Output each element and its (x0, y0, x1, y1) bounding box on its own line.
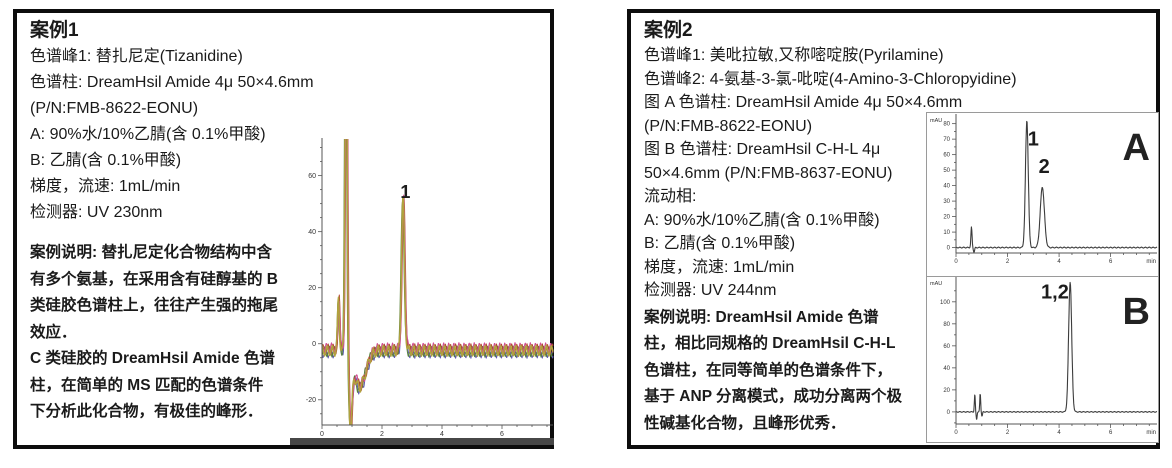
svg-text:mAU: mAU (930, 118, 942, 124)
svg-text:min: min (1146, 259, 1156, 265)
case2-condition-mobile-a: A: 90%水/10%乙腈(含 0.1%甲酸) (644, 211, 880, 229)
case1-condition-mobile-a: A: 90%水/10%乙腈(含 0.1%甲酸) (30, 126, 266, 143)
case2-condition-mobile-b: B: 乙腈(含 0.1%甲酸) (644, 235, 796, 252)
svg-text:1: 1 (1028, 128, 1039, 150)
case2-chromatogram-panels: 0 10 20 30 40 50 60 70 80 0 2 4 6 min mAU 1 2 A 0 20 40 60 80… (926, 112, 1159, 443)
svg-text:2: 2 (1039, 156, 1050, 178)
svg-text:80: 80 (943, 122, 950, 128)
case1-condition-gradient: 梯度，流速: 1mL/min (30, 178, 181, 195)
svg-text:40: 40 (308, 229, 316, 236)
case1-condition-detector: 检测器: UV 230nm (30, 204, 163, 221)
svg-text:40: 40 (943, 366, 950, 372)
case2-chromatogram-b: 0 20 40 60 80 100 0 2 4 6 min mAU 1,2 B (926, 276, 1159, 443)
svg-text:20: 20 (943, 388, 950, 394)
case1-description-p2: C 类硅胶的 DreamHsil Amide 色谱柱，在简单的 MS 匹配的色谱… (30, 350, 275, 420)
case2-condition-pn-a: (P/N:FMB-8622-EONU) (644, 117, 813, 135)
svg-text:60: 60 (308, 173, 316, 180)
case2-condition-column-b: 图 B 色谱柱: DreamHsil C-H-L 4μ (644, 141, 881, 158)
case1-panel: 案例1 色谱峰1: 替扎尼定(Tizanidine) 色谱柱: DreamHsi… (13, 9, 554, 449)
svg-text:2: 2 (1006, 259, 1010, 265)
case1-condition-mobile-b: B: 乙腈(含 0.1%甲酸) (30, 152, 182, 169)
svg-text:80: 80 (943, 322, 950, 328)
case1-condition-peak1: 色谱峰1: 替扎尼定(Tizanidine) (30, 48, 243, 65)
svg-text:2: 2 (1006, 430, 1010, 436)
svg-text:6: 6 (500, 431, 504, 438)
svg-text:2: 2 (380, 431, 384, 438)
svg-text:0: 0 (312, 341, 316, 348)
svg-text:0: 0 (954, 430, 958, 436)
case2-condition-gradient: 梯度，流速: 1mL/min (644, 258, 795, 276)
case2-condition-column-a: 图 A 色谱柱: DreamHsil Amide 4μ 50×4.6mm (644, 94, 963, 111)
svg-text:4: 4 (440, 431, 444, 438)
case2-condition-detector: 检测器: UV 244nm (644, 282, 777, 299)
svg-text:6: 6 (1109, 259, 1113, 265)
svg-text:60: 60 (943, 344, 950, 350)
svg-text:20: 20 (943, 215, 950, 221)
svg-text:0: 0 (954, 259, 958, 265)
svg-text:min: min (1146, 430, 1156, 436)
svg-text:50: 50 (943, 168, 950, 174)
svg-text:-20: -20 (306, 397, 316, 404)
svg-text:6: 6 (1109, 430, 1113, 436)
svg-text:A: A (1123, 127, 1150, 169)
case1-chromatogram: -20 0 20 40 60 0 2 4 6 1 (290, 138, 554, 445)
case2-condition-mobile: 流动相: (644, 188, 697, 205)
svg-text:mAU: mAU (930, 281, 942, 287)
svg-text:1: 1 (400, 182, 410, 202)
svg-text:B: B (1123, 291, 1150, 333)
svg-text:0: 0 (320, 431, 324, 438)
case2-title: 案例2 (644, 20, 693, 41)
svg-text:10: 10 (943, 230, 950, 236)
svg-text:0: 0 (947, 246, 951, 252)
case1-condition-pn: (P/N:FMB-8622-EONU) (30, 100, 199, 117)
svg-text:100: 100 (940, 300, 951, 306)
svg-text:60: 60 (943, 153, 950, 159)
svg-text:20: 20 (308, 285, 316, 292)
svg-text:70: 70 (943, 137, 950, 143)
case2-condition-peak2: 色谱峰2: 4-氨基-3-氯-吡啶(4-Amino-3-Chloropyidin… (644, 70, 1017, 88)
case2-condition-peak1: 色谱峰1: 美吡拉敏,又称嘧啶胺(Pyrilamine) (644, 47, 944, 64)
case2-description-p1: 案例说明: DreamHsil Amide 色谱柱，相比同规格的 DreamHs… (644, 308, 903, 432)
svg-text:4: 4 (1057, 259, 1061, 265)
svg-text:1,2: 1,2 (1041, 282, 1069, 304)
svg-text:0: 0 (947, 410, 951, 416)
case1-condition-column: 色谱柱: DreamHsil Amide 4μ 50×4.6mm (30, 74, 314, 91)
case1-title: 案例1 (30, 20, 79, 41)
svg-text:4: 4 (1057, 430, 1061, 436)
svg-text:40: 40 (943, 184, 950, 190)
case2-description: 案例说明: DreamHsil Amide 色谱柱，相比同规格的 DreamHs… (644, 305, 904, 438)
svg-text:30: 30 (943, 199, 950, 205)
case2-condition-pn-b: 50×4.6mm (P/N:FMB-8637-EONU) (644, 164, 893, 182)
case1-description: 案例说明: 替扎尼定化合物结构中含有多个氨基，在采用含有硅醇基的 B 类硅胶色谱… (30, 240, 278, 426)
case2-panel: 案例2 色谱峰1: 美吡拉敏,又称嘧啶胺(Pyrilamine) 色谱峰2: 4… (627, 9, 1160, 449)
case1-description-p1: 案例说明: 替扎尼定化合物结构中含有多个氨基，在采用含有硅醇基的 B 类硅胶色谱… (30, 244, 279, 341)
